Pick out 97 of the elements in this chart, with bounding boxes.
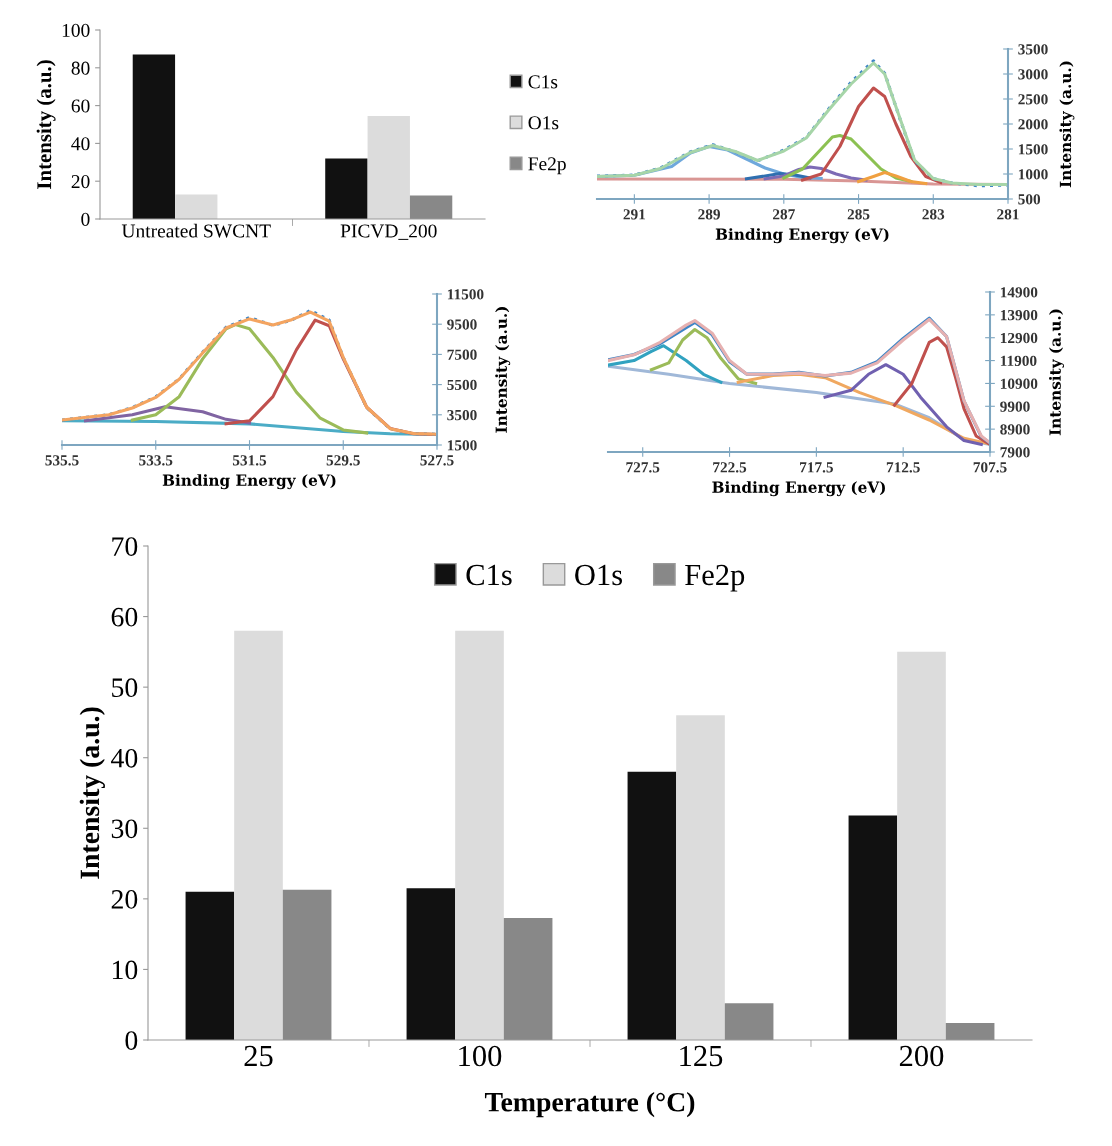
x-tick-label: 533.5 xyxy=(139,455,173,466)
x-tick-label: 283 xyxy=(922,209,945,220)
x-tick-label: 291 xyxy=(623,209,646,220)
x-tick-label: 529.5 xyxy=(326,455,360,466)
x-tick-label: 200 xyxy=(899,1045,944,1067)
y2-tick-label: 1500 xyxy=(1018,144,1048,155)
legend-label: Fe2p xyxy=(528,157,566,175)
x-tick-label: 289 xyxy=(698,209,720,220)
x-tick-label: 727.5 xyxy=(626,462,660,473)
bar xyxy=(282,889,332,1040)
y-tick-label: 0 xyxy=(125,1031,138,1050)
y2-tick-label: 500 xyxy=(1018,194,1041,205)
bar xyxy=(325,158,368,219)
x-tick-label: 535.5 xyxy=(45,455,79,466)
line-series xyxy=(892,336,990,446)
bar xyxy=(409,195,453,219)
y2-tick-label: 2500 xyxy=(1018,94,1048,105)
y-tick-label: 40 xyxy=(111,748,138,768)
bar xyxy=(848,815,898,1040)
bar xyxy=(455,630,504,1040)
line-series xyxy=(800,86,943,185)
y-tick-label: 50 xyxy=(112,678,138,698)
x-axis-title: Binding Energy (eV) xyxy=(162,474,336,490)
y2-axis-title: Intensity (a.u.) xyxy=(1049,309,1065,436)
x-tick-label: 712.5 xyxy=(886,462,920,473)
bar xyxy=(406,888,456,1040)
legend-label: O1s xyxy=(528,116,559,130)
y-axis-title: Intensity (a.u.) xyxy=(79,707,105,879)
y-tick-label: 20 xyxy=(111,890,138,909)
y2-tick-label: 9500 xyxy=(447,319,477,330)
x-tick-label: 531.5 xyxy=(232,455,267,466)
x-tick-label: Untreated SWCNT xyxy=(121,223,271,238)
x-tick-label: 285 xyxy=(847,209,870,220)
bar xyxy=(234,630,283,1040)
bar xyxy=(185,891,235,1040)
x-tick-label: 281 xyxy=(997,209,1019,220)
line-series xyxy=(130,323,369,435)
y2-tick-label: 11900 xyxy=(1000,355,1037,367)
line-series xyxy=(608,344,723,384)
x-tick-label: 717.5 xyxy=(800,462,833,473)
y2-tick-label: 1000 xyxy=(1018,169,1048,180)
y-tick-label: 70 xyxy=(112,537,138,556)
y2-tick-label: 1500 xyxy=(447,440,477,451)
bar xyxy=(945,1023,995,1040)
bar xyxy=(175,194,218,219)
x-axis-title: Binding Energy (eV) xyxy=(715,228,889,244)
y-tick-label: 0 xyxy=(81,212,90,226)
y-tick-label: 30 xyxy=(111,819,138,839)
y2-axis-title: Intensity (a.u.) xyxy=(1059,61,1075,188)
bar xyxy=(724,1003,774,1040)
bar xyxy=(676,715,725,1040)
line-series xyxy=(649,327,758,385)
y2-tick-label: 13900 xyxy=(1000,310,1038,321)
x-tick-label: 722.5 xyxy=(713,462,747,473)
line-series xyxy=(823,363,983,446)
bar xyxy=(503,917,553,1040)
y-tick-label: 60 xyxy=(111,607,138,627)
x-axis-title: Binding Energy (eV) xyxy=(712,481,885,497)
y-tick-label: 100 xyxy=(62,23,90,37)
line-series xyxy=(857,170,928,186)
x-axis-title: Temperature (°C) xyxy=(484,1092,695,1118)
x-tick-label: 125 xyxy=(680,1045,723,1067)
y-axis-title: Intensity (a.u.) xyxy=(36,60,56,189)
y-tick-label: 10 xyxy=(112,960,138,980)
y-tick-label: 40 xyxy=(71,137,90,151)
x-tick-label: PICVD_200 xyxy=(340,224,437,240)
bar xyxy=(367,116,410,219)
y2-tick-label: 7500 xyxy=(447,349,477,360)
y2-tick-label: 14900 xyxy=(1000,287,1038,298)
legend-label: C1s xyxy=(466,564,512,586)
y-tick-label: 60 xyxy=(71,99,90,113)
x-tick-label: 287 xyxy=(773,209,795,220)
y2-tick-label: 3500 xyxy=(1018,44,1048,55)
y2-tick-label: 5500 xyxy=(447,379,477,391)
y-tick-label: 80 xyxy=(71,61,90,75)
x-tick-label: 25 xyxy=(244,1045,273,1067)
bar xyxy=(897,651,946,1040)
y2-tick-label: 10900 xyxy=(1000,378,1038,389)
legend-label: O1s xyxy=(575,564,623,586)
y2-tick-label: 12900 xyxy=(1000,332,1038,344)
y2-tick-label: 7900 xyxy=(1000,447,1030,458)
y2-tick-label: 8900 xyxy=(1000,424,1030,435)
x-tick-label: 527.5 xyxy=(420,455,454,466)
line-series xyxy=(83,405,252,425)
y2-tick-label: 9900 xyxy=(1000,401,1030,412)
x-tick-label: 100 xyxy=(459,1045,502,1067)
y2-tick-label: 3500 xyxy=(447,409,477,421)
legend-label: C1s xyxy=(528,75,558,89)
y2-axis-title: Intensity (a.u.) xyxy=(495,307,511,433)
x-tick-label: 707.5 xyxy=(973,462,1007,473)
y2-tick-label: 2000 xyxy=(1018,119,1048,130)
y-tick-label: 20 xyxy=(71,175,90,189)
y2-tick-label: 11500 xyxy=(447,289,484,300)
bar xyxy=(627,771,677,1040)
y2-tick-label: 3000 xyxy=(1018,69,1048,80)
bar xyxy=(132,54,176,219)
legend-label: Fe2p xyxy=(685,564,745,592)
